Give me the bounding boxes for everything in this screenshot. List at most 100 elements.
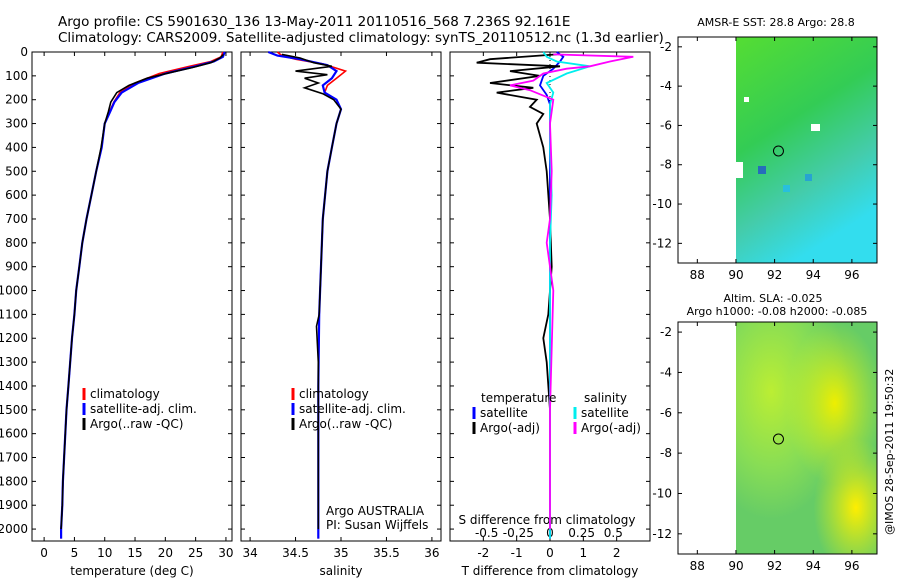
y-tick-label: -6 — [660, 118, 672, 132]
annotation-text: PI: Susan Wijffels — [326, 518, 428, 532]
sst-map-speck — [744, 97, 749, 102]
sla-map-high-patch — [736, 322, 877, 554]
x-tick-label: 0 — [546, 546, 554, 560]
x-axis-label: T difference from climatology — [461, 564, 639, 578]
series-line — [60, 53, 225, 530]
x-tick-label: 36 — [424, 546, 439, 560]
y-tick-label: -4 — [660, 365, 672, 379]
y-tick-label: 400 — [5, 140, 28, 154]
top-tick-label: -0.25 — [503, 526, 534, 540]
y-tick-label: 2000 — [0, 522, 28, 536]
sst-map-patch — [805, 174, 812, 181]
x-tick-label: -1 — [511, 546, 523, 560]
x-tick-label: 5 — [71, 546, 79, 560]
legend-header: temperature — [481, 391, 556, 405]
header-line1: Argo profile: CS 5901630_136 13-May-2011… — [58, 14, 570, 30]
x-tick-label: 15 — [127, 546, 142, 560]
y-tick-label: 600 — [5, 188, 28, 202]
legend-label: Argo(..raw -QC) — [299, 417, 392, 431]
y-tick-label: -12 — [652, 236, 672, 250]
x-tick-label: 1 — [580, 546, 588, 560]
sla-map-frame — [677, 321, 878, 555]
sla-map-panel: Altim. SLA: -0.025 Argo h1000: -0.08 h20… — [652, 292, 878, 573]
y-tick-label: 1500 — [0, 403, 28, 417]
series-line — [476, 53, 561, 530]
sst-map-patch — [783, 185, 790, 192]
plot-frame — [31, 51, 233, 542]
difference-panel: -2 -1 0 1 2-0.5 -0.25 0 0.25 0.5S difference fro… — [449, 51, 651, 578]
sst-map-patch — [758, 166, 766, 174]
imos-stamp: @IMOS 28-Sep-2011 19:50:32 — [883, 369, 896, 535]
top-tick-label: 0.25 — [568, 526, 595, 540]
x-tick-label: 25 — [188, 546, 203, 560]
legend-header: salinity — [584, 391, 627, 405]
y-tick-label: -8 — [660, 158, 672, 172]
x-tick-label: -2 — [477, 546, 489, 560]
legend-label: Argo(..raw -QC) — [90, 417, 183, 431]
x-tick-label: 88 — [690, 559, 705, 573]
x-tick-label: 20 — [158, 546, 173, 560]
argo-position-marker — [772, 145, 784, 157]
x-tick-label: 96 — [844, 268, 859, 282]
x-tick-label: 35.5 — [373, 546, 400, 560]
y-tick-label: 1100 — [0, 307, 28, 321]
legend-label: satellite — [581, 406, 629, 420]
y-tick-label: 700 — [5, 212, 28, 226]
x-tick-label: 88 — [690, 268, 705, 282]
y-tick-label: 100 — [5, 69, 28, 83]
y-tick-label: 900 — [5, 260, 28, 274]
y-tick-label: 0 — [20, 45, 28, 59]
series-line — [281, 53, 342, 530]
y-tick-label: 1900 — [0, 498, 28, 512]
x-tick-label: 30 — [218, 546, 233, 560]
y-tick-label: 1200 — [0, 331, 28, 345]
sst-map-land-mask — [733, 162, 743, 178]
x-tick-label: 10 — [97, 546, 112, 560]
sst-map-field — [736, 37, 877, 263]
x-tick-label: 34 — [242, 546, 257, 560]
y-tick-label: 1600 — [0, 427, 28, 441]
y-tick-label: 1300 — [0, 355, 28, 369]
y-tick-label: 200 — [5, 93, 28, 107]
series-line — [509, 53, 634, 530]
x-tick-label: 96 — [844, 559, 859, 573]
y-tick-label: 500 — [5, 164, 28, 178]
y-tick-label: -2 — [660, 40, 672, 54]
legend-label: satellite-adj. clim. — [299, 402, 406, 416]
x-axis-label: salinity — [319, 564, 362, 578]
y-tick-label: -2 — [660, 325, 672, 339]
legend-label: satellite — [480, 406, 528, 420]
x-tick-label: 94 — [806, 268, 821, 282]
x-tick-label: 90 — [728, 268, 743, 282]
y-tick-label: 1400 — [0, 379, 28, 393]
y-tick-label: -6 — [660, 406, 672, 420]
x-tick-label: 34.5 — [282, 546, 309, 560]
y-tick-label: 1700 — [0, 451, 28, 465]
y-tick-label: -8 — [660, 446, 672, 460]
sst-map-title: AMSR-E SST: 28.8 Argo: 28.8 — [697, 16, 855, 29]
x-tick-label: 92 — [767, 268, 782, 282]
x-tick-label: 35 — [333, 546, 348, 560]
y-tick-label: -10 — [652, 197, 672, 211]
salinity-panel: 34 34.5 35 35.5 36 salinity climatologysatelli… — [240, 50, 442, 578]
top-tick-label: 0.5 — [604, 526, 623, 540]
x-tick-label: 0 — [40, 546, 48, 560]
y-tick-label: 300 — [5, 117, 28, 131]
y-tick-label: -12 — [652, 527, 672, 541]
y-tick-label: 1000 — [0, 284, 28, 298]
x-tick-label: 94 — [806, 559, 821, 573]
y-tick-label: 1800 — [0, 474, 28, 488]
sst-map-speck — [811, 124, 820, 131]
legend-label: Argo(-adj) — [581, 421, 641, 435]
sst-map-panel: AMSR-E SST: 28.8 Argo: 28.8 88 90 92 94 96 -2… — [652, 16, 878, 282]
y-tick-label: 800 — [5, 236, 28, 250]
sla-map-subtitle: Argo h1000: -0.08 h2000: -0.085 — [687, 305, 868, 318]
plot-frame — [240, 51, 442, 542]
legend-label: satellite-adj. clim. — [90, 402, 197, 416]
x-tick-label: 92 — [767, 559, 782, 573]
argo-position-marker — [772, 433, 784, 445]
legend-label: climatology — [90, 387, 160, 401]
y-tick-label: -10 — [652, 486, 672, 500]
x-tick-label: 2 — [613, 546, 621, 560]
